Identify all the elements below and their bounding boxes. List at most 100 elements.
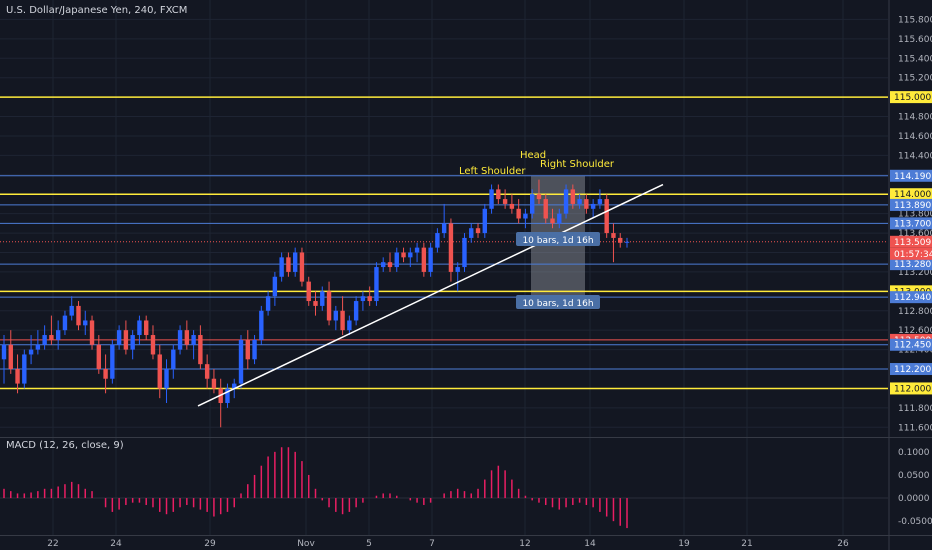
candle-body[interactable] — [536, 194, 542, 200]
candle-body[interactable] — [313, 301, 318, 306]
candle-body[interactable] — [367, 296, 372, 302]
candle-body[interactable] — [550, 218, 555, 224]
candle-body[interactable] — [225, 388, 230, 404]
candle-body[interactable] — [198, 335, 203, 365]
candle-body[interactable] — [89, 320, 95, 345]
candle-body[interactable] — [414, 247, 420, 253]
macd-tick: -0.0500 — [898, 517, 932, 527]
candle-body[interactable] — [306, 281, 311, 302]
candle-body[interactable] — [387, 262, 393, 268]
candle-body[interactable] — [76, 305, 81, 326]
price-tick: 115.400 — [898, 54, 932, 64]
candle-body[interactable] — [137, 320, 142, 336]
candle-body[interactable] — [211, 378, 217, 389]
candle-body[interactable] — [103, 369, 108, 379]
candle-body[interactable] — [164, 369, 169, 389]
candle-body[interactable] — [374, 267, 379, 302]
candle-body[interactable] — [49, 335, 54, 340]
candle-body[interactable] — [584, 199, 589, 209]
candle-body[interactable] — [401, 252, 406, 258]
candle-body[interactable] — [232, 383, 237, 389]
candle-body[interactable] — [299, 252, 305, 282]
candle-body[interactable] — [177, 330, 183, 350]
candle-body[interactable] — [292, 252, 298, 272]
candle-body[interactable] — [557, 213, 562, 224]
candle-body[interactable] — [475, 228, 481, 234]
candle-body[interactable] — [8, 344, 13, 370]
candle-body[interactable] — [590, 203, 596, 209]
candle-body[interactable] — [353, 301, 359, 321]
candle-body[interactable] — [482, 208, 487, 234]
candle-body[interactable] — [265, 296, 271, 311]
candle-body[interactable] — [381, 262, 386, 268]
candle-body[interactable] — [394, 252, 399, 268]
candle-body[interactable] — [62, 315, 68, 331]
candle-body[interactable] — [496, 189, 501, 200]
trendline[interactable] — [197, 183, 664, 407]
candle-body[interactable] — [448, 223, 454, 272]
candle-body[interactable] — [347, 320, 352, 331]
candle-body[interactable] — [204, 364, 210, 379]
candle-body[interactable] — [116, 330, 122, 345]
candle-body[interactable] — [597, 199, 603, 204]
candle-body[interactable] — [435, 233, 440, 248]
candle-body[interactable] — [462, 237, 467, 268]
candle-body[interactable] — [523, 213, 528, 219]
candle-body[interactable] — [618, 237, 623, 243]
candle-body[interactable] — [15, 369, 20, 384]
candle-body[interactable] — [245, 339, 250, 360]
candle-body[interactable] — [150, 335, 156, 355]
candle-body[interactable] — [408, 252, 413, 258]
candle-body[interactable] — [42, 335, 47, 345]
candle-body[interactable] — [611, 233, 616, 238]
candle-body[interactable] — [110, 344, 115, 379]
candle-body[interactable] — [326, 291, 332, 321]
candle-body[interactable] — [286, 257, 291, 272]
candle-body[interactable] — [279, 257, 284, 277]
candle-body[interactable] — [421, 247, 427, 272]
candle-body[interactable] — [428, 247, 433, 272]
candle-body[interactable] — [144, 320, 149, 336]
candle-body[interactable] — [157, 354, 162, 389]
candle-body[interactable] — [455, 267, 460, 272]
price-tick: 111.600 — [898, 423, 932, 433]
candle-body[interactable] — [1, 344, 7, 360]
candle-body[interactable] — [191, 335, 196, 345]
candle-body[interactable] — [69, 305, 74, 316]
candle-body[interactable] — [333, 310, 339, 321]
candle-body[interactable] — [171, 349, 176, 370]
candle-body[interactable] — [22, 354, 27, 384]
time-label: 5 — [366, 539, 372, 549]
candle-body[interactable] — [272, 276, 278, 297]
candle-body[interactable] — [252, 339, 257, 360]
candle-body[interactable] — [83, 320, 88, 326]
candle-body[interactable] — [577, 199, 582, 204]
candle-body[interactable] — [570, 189, 576, 204]
candle-body[interactable] — [469, 228, 474, 238]
candle-body[interactable] — [340, 310, 345, 331]
candle-body[interactable] — [529, 194, 535, 214]
candle-body[interactable] — [624, 241, 630, 243]
candle-body[interactable] — [130, 335, 135, 350]
candle-body[interactable] — [55, 330, 61, 340]
candle-body[interactable] — [502, 199, 508, 204]
candle-body[interactable] — [96, 344, 102, 370]
candle-body[interactable] — [543, 199, 548, 219]
candle-body[interactable] — [516, 208, 521, 219]
price-tick: 113.600 — [898, 229, 932, 239]
candle-body[interactable] — [489, 189, 494, 209]
candle-body[interactable] — [35, 344, 41, 350]
candle-body[interactable] — [184, 330, 190, 345]
candle-body[interactable] — [28, 349, 34, 355]
candle-body[interactable] — [123, 330, 129, 350]
candle-body[interactable] — [604, 199, 609, 234]
candle-body[interactable] — [509, 203, 515, 209]
candle-body[interactable] — [238, 339, 244, 384]
candle-body[interactable] — [563, 189, 569, 214]
candle-body[interactable] — [320, 291, 325, 306]
candle-body[interactable] — [259, 310, 264, 340]
candle-body[interactable] — [360, 296, 366, 302]
candle-body[interactable] — [441, 223, 447, 234]
